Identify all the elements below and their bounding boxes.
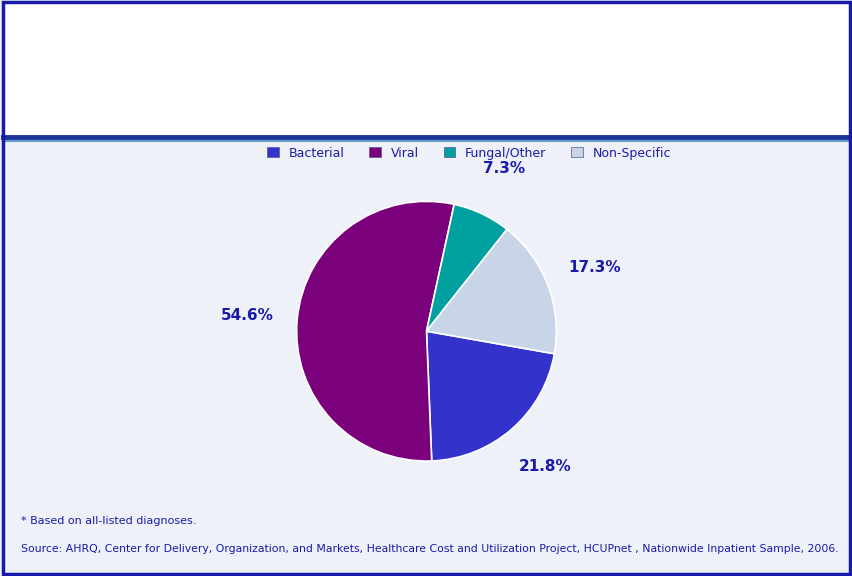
Text: Figure 1.  More than half of all
meningitis-related hospitalizations was for
the: Figure 1. More than half of all meningit…: [262, 35, 751, 107]
Wedge shape: [296, 202, 453, 461]
Legend: Bacterial, Viral, Fungal/Other, Non-Specific: Bacterial, Viral, Fungal/Other, Non-Spec…: [267, 147, 671, 160]
Text: AHRQ: AHRQ: [56, 46, 128, 65]
Text: Advancing
Excellence in
Health Care: Advancing Excellence in Health Care: [67, 75, 118, 105]
Wedge shape: [426, 331, 554, 461]
Wedge shape: [426, 204, 506, 331]
Wedge shape: [426, 229, 556, 354]
Text: * Based on all-listed diagnoses.: * Based on all-listed diagnoses.: [21, 516, 197, 525]
Text: 21.8%: 21.8%: [518, 460, 571, 475]
Text: 7.3%: 7.3%: [482, 161, 524, 176]
Text: 17.3%: 17.3%: [568, 260, 620, 275]
Text: 54.6%: 54.6%: [220, 308, 273, 323]
Text: Source: AHRQ, Center for Delivery, Organization, and Markets, Healthcare Cost an: Source: AHRQ, Center for Delivery, Organ…: [21, 544, 838, 554]
